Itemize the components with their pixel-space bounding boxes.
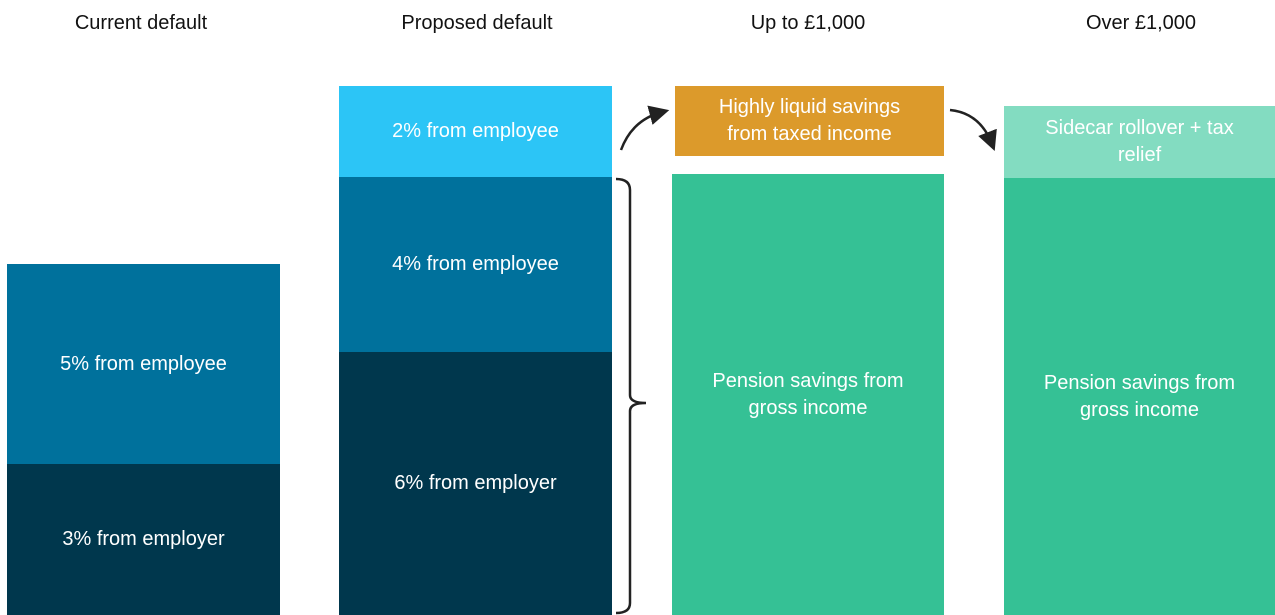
column-title: Over £1,000 — [1085, 12, 1197, 34]
column-title: Up to £1,000 — [750, 12, 866, 34]
arrow — [619, 105, 670, 151]
block-label: relief — [1117, 144, 1162, 166]
block-label: Highly liquid savings — [718, 96, 901, 118]
column-title: Proposed default — [401, 12, 553, 34]
block: 5% from employee — [7, 264, 280, 464]
block: Sidecar rollover + tax relief — [1004, 106, 1275, 178]
block: 4% from employee — [339, 177, 612, 352]
block: 2% from employee — [339, 86, 612, 177]
block: 6% from employer — [339, 352, 612, 615]
block: Highly liquid savings from taxed income — [675, 86, 944, 156]
block-label: 4% from employee — [392, 253, 559, 275]
block-label: 3% from employer — [62, 528, 225, 550]
block-label: Pension savings from — [712, 369, 904, 392]
arrow — [949, 108, 997, 151]
column-title: Current default — [74, 12, 208, 34]
block: Pension savings from gross income — [1004, 178, 1275, 615]
block-label: Pension savings from — [1043, 371, 1236, 394]
block-label: gross income — [748, 396, 868, 419]
block-label: from taxed income — [727, 123, 892, 145]
block-label: gross income — [1080, 398, 1199, 421]
block-label: 6% from employer — [394, 472, 557, 494]
block-label: 5% from employee — [60, 352, 227, 375]
block: 3% from employer — [7, 464, 280, 615]
block-label: Sidecar rollover + tax — [1045, 117, 1234, 139]
block-label: 2% from employee — [392, 120, 559, 142]
bracket — [615, 177, 647, 615]
block: Pension savings from gross income — [672, 174, 944, 615]
